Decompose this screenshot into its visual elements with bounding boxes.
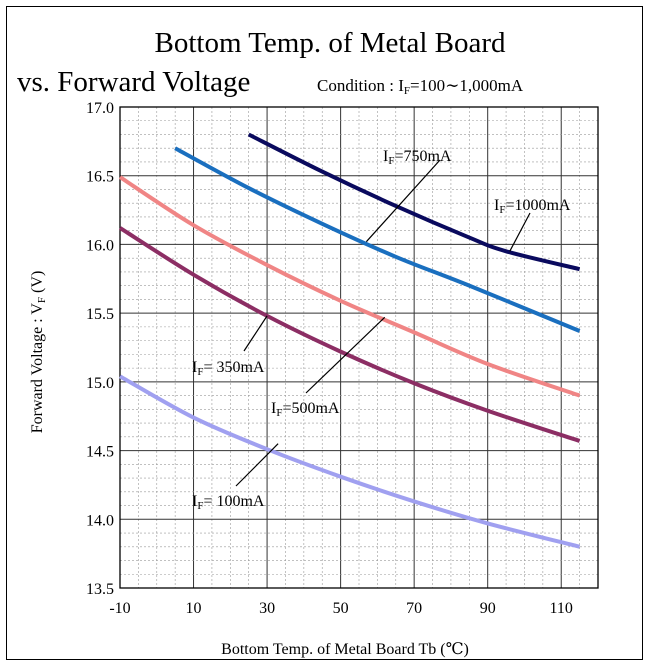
x-axis-label: Bottom Temp. of Metal Board Tb (℃)	[221, 641, 469, 658]
y-axis-ticks: 13.5 14.0 14.5 15.0 15.5 16.0 16.5 17.0	[86, 100, 114, 598]
y-tick-label: 15.5	[86, 306, 114, 323]
x-tick-label: 10	[186, 600, 202, 617]
grid	[119, 106, 599, 589]
series-line-3	[118, 226, 581, 443]
annotation-leader	[305, 316, 386, 394]
chart-frame	[6, 6, 643, 660]
annotation-leader	[365, 159, 441, 243]
chart-title-line1: Bottom Temp. of Metal Board	[154, 27, 506, 59]
plot-area	[119, 106, 599, 589]
series-line-4	[119, 374, 581, 549]
y-tick-label: 16.0	[86, 237, 114, 254]
series-line-0	[247, 132, 581, 272]
annotation-leader	[243, 315, 268, 352]
y-tick-label: 15.0	[86, 375, 114, 392]
series-label: IF=500mA	[271, 400, 340, 419]
series-line-2	[118, 175, 581, 398]
x-tick-label: -10	[109, 600, 130, 617]
y-tick-label: 14.0	[86, 512, 114, 529]
x-tick-label: 30	[259, 600, 275, 617]
x-tick-label: 110	[550, 600, 573, 617]
x-tick-label: 50	[333, 600, 349, 617]
series-label: IF= 350mA	[192, 359, 265, 378]
x-tick-label: 90	[480, 600, 496, 617]
x-tick-label: 70	[406, 600, 422, 617]
series-lines	[118, 132, 581, 549]
series-label: IF=1000mA	[494, 197, 571, 216]
y-tick-label: 14.5	[86, 444, 114, 461]
y-tick-label: 17.0	[86, 100, 114, 117]
y-tick-label: 13.5	[86, 581, 114, 598]
series-line-1	[174, 146, 581, 333]
series-label: IF=750mA	[383, 148, 452, 167]
y-axis-label: Forward Voltage : VF (V)	[29, 271, 48, 434]
plot-border	[119, 106, 599, 589]
annotation-leader	[235, 443, 279, 487]
chart-title-line2: vs. Forward Voltage	[17, 66, 250, 98]
condition-label: Condition : IF=100∼1,000mA	[317, 76, 524, 97]
x-axis-ticks: -10 10 30 50 70 90 110	[109, 600, 573, 617]
y-tick-label: 16.5	[86, 169, 114, 186]
annotations: IF=750mA IF=1000mA IF= 350mA IF=500mA IF= 10…	[192, 148, 571, 512]
annotation-leader	[509, 212, 531, 252]
series-label: IF= 100mA	[192, 493, 265, 512]
